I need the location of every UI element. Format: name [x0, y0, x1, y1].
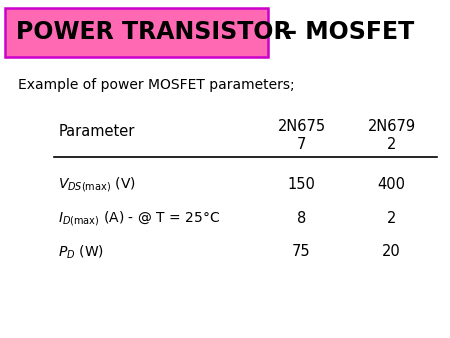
- Text: POWER TRANSISTOR: POWER TRANSISTOR: [16, 20, 292, 44]
- Text: 7: 7: [297, 137, 306, 152]
- FancyBboxPatch shape: [4, 8, 268, 57]
- Text: 75: 75: [292, 244, 311, 259]
- Text: – MOSFET: – MOSFET: [277, 20, 414, 44]
- Text: 2N675: 2N675: [278, 119, 325, 134]
- Text: 400: 400: [378, 177, 405, 192]
- Text: 2N679: 2N679: [368, 119, 415, 134]
- Text: Parameter: Parameter: [58, 124, 135, 139]
- Text: 150: 150: [288, 177, 315, 192]
- Text: $V_{DS(\mathrm{max})}$ (V): $V_{DS(\mathrm{max})}$ (V): [58, 175, 136, 194]
- Text: 2: 2: [387, 137, 396, 152]
- Text: $P_D$ (W): $P_D$ (W): [58, 243, 104, 261]
- Text: $I_{D(\mathrm{max})}$ (A) - @ T = 25°C: $I_{D(\mathrm{max})}$ (A) - @ T = 25°C: [58, 209, 220, 227]
- Text: 20: 20: [382, 244, 401, 259]
- Text: Example of power MOSFET parameters;: Example of power MOSFET parameters;: [18, 77, 295, 92]
- Text: 2: 2: [387, 211, 396, 225]
- Text: 8: 8: [297, 211, 306, 225]
